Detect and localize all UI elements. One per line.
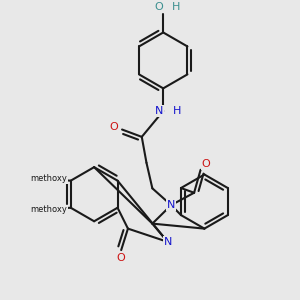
Text: O: O bbox=[37, 174, 46, 184]
Text: O: O bbox=[117, 253, 126, 263]
Text: methoxy: methoxy bbox=[30, 174, 67, 183]
Text: N: N bbox=[164, 237, 172, 247]
Text: N: N bbox=[154, 106, 163, 116]
Text: O: O bbox=[37, 205, 46, 215]
Text: O: O bbox=[154, 2, 163, 12]
Text: H: H bbox=[172, 2, 180, 12]
Text: N: N bbox=[167, 200, 176, 210]
Text: methoxy: methoxy bbox=[30, 205, 67, 214]
Text: O: O bbox=[110, 122, 118, 132]
Text: O: O bbox=[202, 159, 210, 169]
Text: H: H bbox=[172, 106, 181, 116]
